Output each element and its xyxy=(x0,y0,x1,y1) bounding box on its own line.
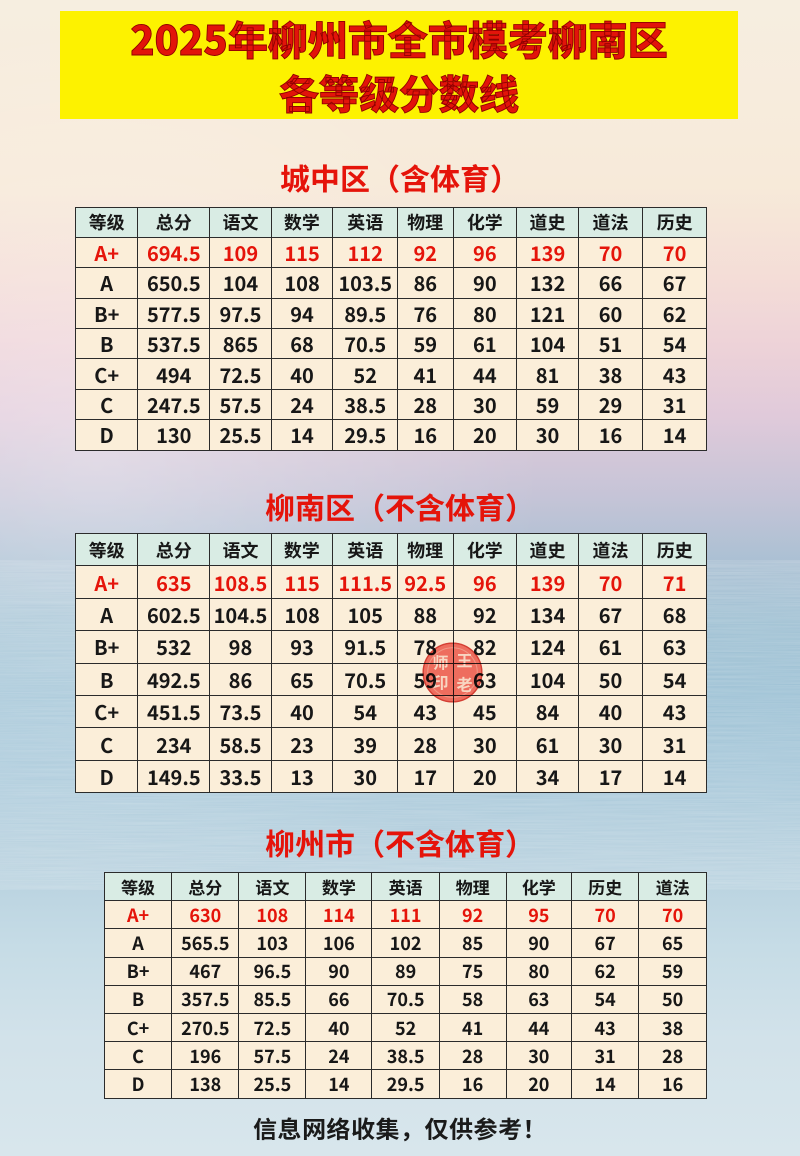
svg-text:老: 老 xyxy=(456,672,472,696)
svg-text:王: 王 xyxy=(456,648,472,672)
svg-text:印: 印 xyxy=(432,670,448,694)
